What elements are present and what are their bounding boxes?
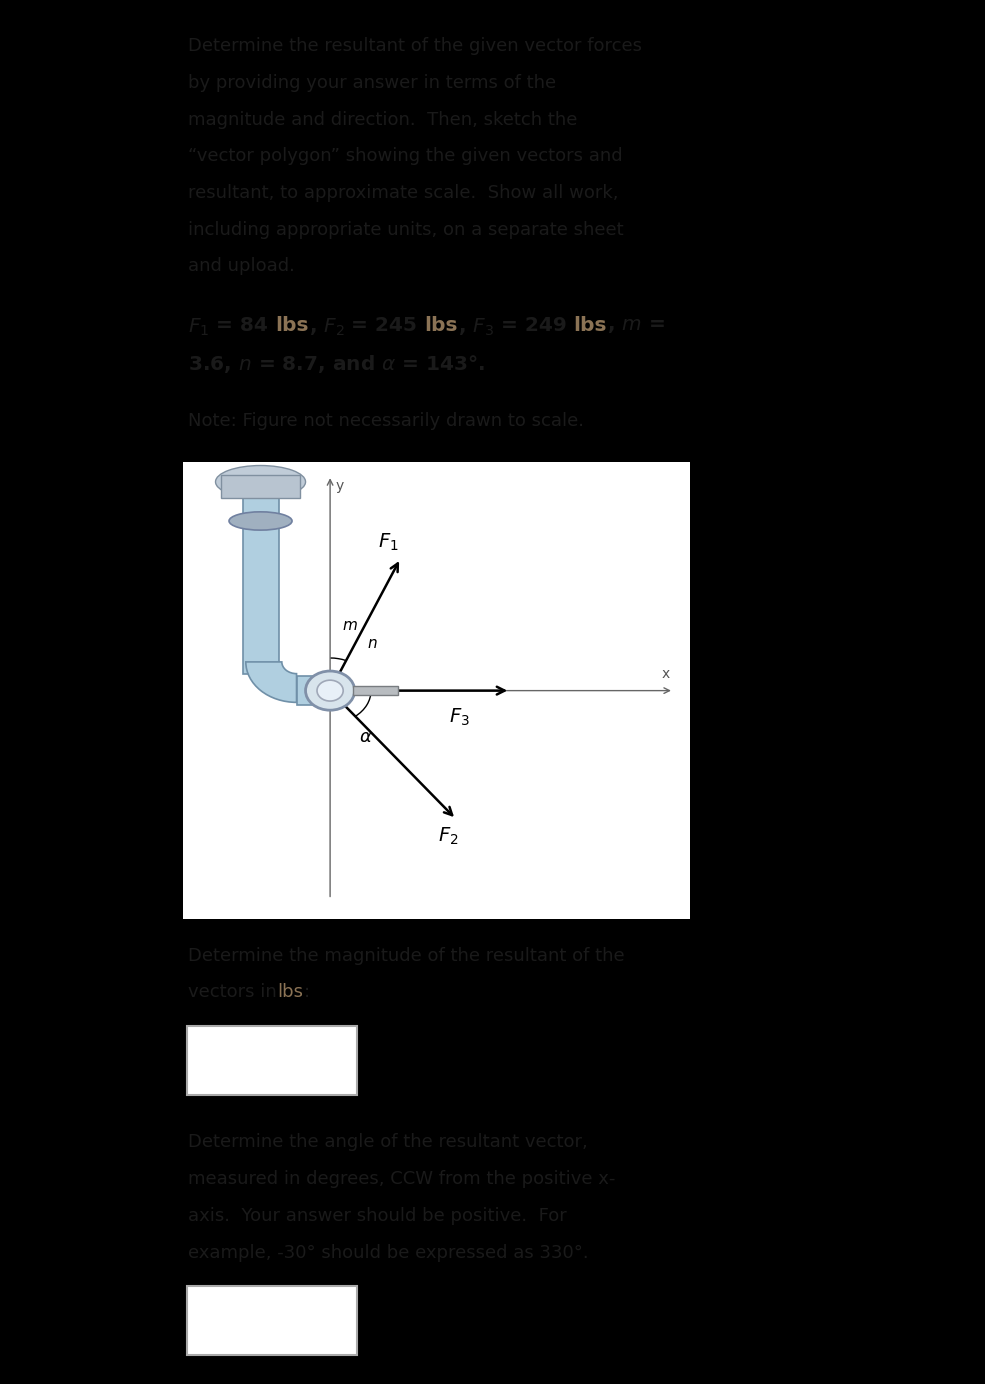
Text: $F_1$: $F_1$ <box>188 316 209 338</box>
Text: $\alpha$: $\alpha$ <box>359 728 372 746</box>
Text: and upload.: and upload. <box>188 257 295 275</box>
Text: example, -30° should be expressed as 330°.: example, -30° should be expressed as 330… <box>188 1243 589 1262</box>
Text: y: y <box>336 479 344 493</box>
Bar <box>242 491 279 674</box>
FancyBboxPatch shape <box>187 1026 358 1095</box>
Text: measured in degrees, CCW from the positive x-: measured in degrees, CCW from the positi… <box>188 1169 616 1189</box>
Bar <box>296 677 334 704</box>
Text: , $F_2$: , $F_2$ <box>308 316 345 338</box>
Text: $F_2$: $F_2$ <box>437 826 458 847</box>
Text: = 249: = 249 <box>493 316 573 335</box>
Text: Determine the resultant of the given vector forces: Determine the resultant of the given vec… <box>188 37 642 55</box>
Text: :: : <box>303 983 309 1002</box>
Text: $m$: $m$ <box>343 617 359 632</box>
Text: $F_3$: $F_3$ <box>449 707 470 728</box>
Circle shape <box>317 680 343 702</box>
Wedge shape <box>246 662 296 702</box>
Text: by providing your answer in terms of the: by providing your answer in terms of the <box>188 75 557 93</box>
Text: lbs: lbs <box>573 316 607 335</box>
Text: Note: Figure not necessarily drawn to scale.: Note: Figure not necessarily drawn to sc… <box>188 411 584 430</box>
Text: 3.6, $n$ = 8.7, and $\alpha$ = 143°.: 3.6, $n$ = 8.7, and $\alpha$ = 143°. <box>188 353 486 375</box>
Text: resultant, to approximate scale.  Show all work,: resultant, to approximate scale. Show al… <box>188 184 619 202</box>
Bar <box>221 475 300 498</box>
Bar <box>183 462 690 919</box>
Text: “vector polygon” showing the given vectors and: “vector polygon” showing the given vecto… <box>188 148 623 166</box>
Text: axis.  Your answer should be positive.  For: axis. Your answer should be positive. Fo… <box>188 1207 566 1225</box>
Text: lbs: lbs <box>277 983 303 1002</box>
Text: = 245: = 245 <box>345 316 425 335</box>
Ellipse shape <box>230 512 292 530</box>
Circle shape <box>305 671 355 710</box>
Text: , $F_3$: , $F_3$ <box>458 316 493 338</box>
Text: Determine the angle of the resultant vector,: Determine the angle of the resultant vec… <box>188 1133 588 1151</box>
Text: x: x <box>662 667 670 681</box>
Text: lbs: lbs <box>275 316 308 335</box>
Text: including appropriate units, on a separate sheet: including appropriate units, on a separa… <box>188 220 624 239</box>
Ellipse shape <box>216 465 305 498</box>
Text: vectors in: vectors in <box>188 983 283 1002</box>
Text: $n$: $n$ <box>367 637 377 650</box>
Text: lbs: lbs <box>425 316 458 335</box>
Bar <box>353 686 398 695</box>
Text: Determine the magnitude of the resultant of the: Determine the magnitude of the resultant… <box>188 947 624 965</box>
Text: magnitude and direction.  Then, sketch the: magnitude and direction. Then, sketch th… <box>188 111 577 129</box>
Text: , $m$ =: , $m$ = <box>607 316 665 335</box>
Text: $F_1$: $F_1$ <box>378 531 399 554</box>
Text: = 84: = 84 <box>209 316 275 335</box>
FancyBboxPatch shape <box>187 1286 358 1355</box>
